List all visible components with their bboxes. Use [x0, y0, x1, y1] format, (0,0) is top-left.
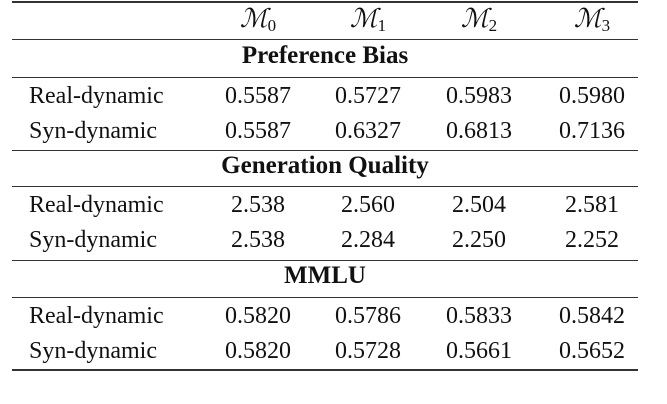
section-rule [12, 260, 638, 261]
cell: 2.284 [341, 227, 395, 253]
cell: 0.5587 [225, 118, 291, 144]
section-rule [12, 297, 638, 298]
cell: 0.5728 [335, 338, 401, 364]
column-header: ℳ1 [349, 4, 387, 35]
column-header: ℳ2 [460, 4, 498, 35]
column-header: ℳ0 [239, 4, 277, 35]
cell: 0.7136 [559, 118, 625, 144]
row-label: Real-dynamic [29, 192, 164, 218]
bottom-rule [12, 369, 638, 371]
cell: 2.560 [341, 192, 395, 218]
cell: 0.5842 [559, 303, 625, 329]
cell: 0.5652 [559, 338, 625, 364]
cell: 0.5980 [559, 83, 625, 109]
cell: 0.5820 [225, 338, 291, 364]
header-row: ℳ0 ℳ1 ℳ2 ℳ3 [12, 1, 638, 39]
cell: 2.250 [452, 227, 506, 253]
table-row: Syn-dynamic 0.5820 0.5728 0.5661 0.5652 [12, 333, 638, 370]
cell: 2.538 [231, 227, 285, 253]
row-label: Real-dynamic [29, 83, 164, 109]
cell: 2.581 [565, 192, 619, 218]
table-row: Real-dynamic 0.5587 0.5727 0.5983 0.5980 [12, 78, 638, 115]
cell: 0.5727 [335, 83, 401, 109]
top-rule [12, 1, 638, 3]
section-rule [12, 186, 638, 187]
row-label: Real-dynamic [29, 303, 164, 329]
row-label: Syn-dynamic [29, 227, 157, 253]
cell: 0.5833 [446, 303, 512, 329]
cell: 0.5786 [335, 303, 401, 329]
column-header: ℳ3 [573, 4, 611, 35]
row-label: Syn-dynamic [29, 118, 157, 144]
cell: 0.5587 [225, 83, 291, 109]
cell: 0.6813 [446, 118, 512, 144]
section-title: MMLU [284, 262, 366, 289]
cell: 0.5983 [446, 83, 512, 109]
cell: 0.6327 [335, 118, 401, 144]
section-title: Preference Bias [241, 42, 409, 69]
cell: 2.252 [565, 227, 619, 253]
header-rule [12, 39, 638, 40]
cell: 0.5820 [225, 303, 291, 329]
table-row: Syn-dynamic 0.5587 0.6327 0.6813 0.7136 [12, 113, 638, 150]
table-row: Syn-dynamic 2.538 2.284 2.250 2.252 [12, 222, 638, 259]
row-label: Syn-dynamic [29, 338, 157, 364]
table-row: Real-dynamic 2.538 2.560 2.504 2.581 [12, 187, 638, 224]
cell: 0.5661 [446, 338, 512, 364]
section-title: Generation Quality [221, 152, 429, 179]
section-rule [12, 77, 638, 78]
section-rule [12, 150, 638, 151]
table-row: Real-dynamic 0.5820 0.5786 0.5833 0.5842 [12, 298, 638, 335]
cell: 2.538 [231, 192, 285, 218]
cell: 2.504 [452, 192, 506, 218]
